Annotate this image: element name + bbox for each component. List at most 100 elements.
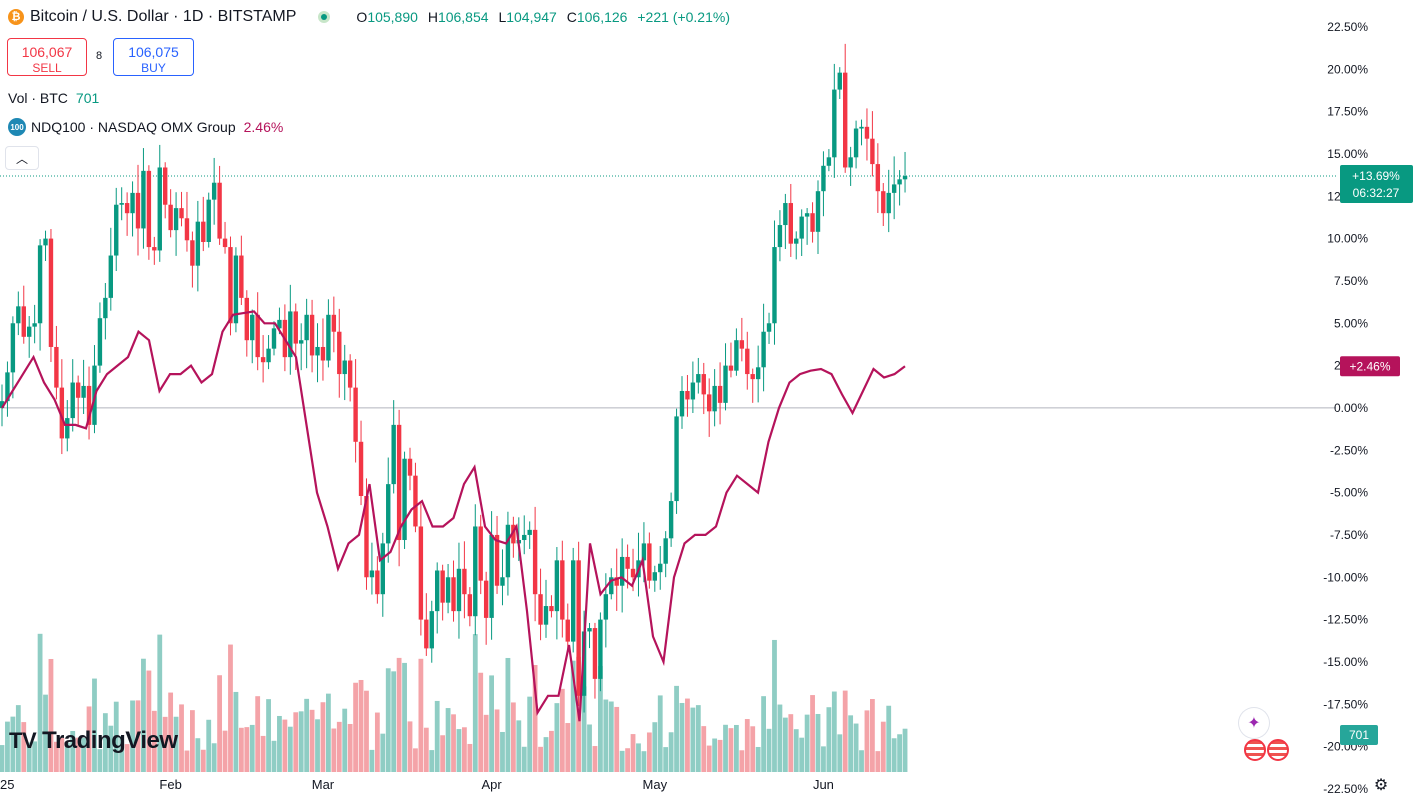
- volume-bar: [782, 717, 788, 772]
- volume-bar: [282, 719, 288, 772]
- candle-body: [27, 326, 32, 337]
- candle-body: [717, 385, 723, 403]
- volume-bar: [146, 670, 152, 772]
- volume-bar: [744, 719, 750, 772]
- candle-body: [5, 372, 10, 402]
- volume-bar: [619, 750, 625, 772]
- x-tick-label: Jun: [813, 777, 834, 792]
- candle-body: [43, 238, 48, 246]
- candle-body: [211, 182, 217, 200]
- symbol-legend[interactable]: ₿ Bitcoin / U.S. Dollar · 1D · BITSTAMP …: [8, 8, 730, 26]
- volume-legend-label: Vol · BTC: [8, 90, 68, 106]
- volume-bar: [859, 750, 864, 772]
- candle-body: [380, 543, 385, 595]
- candle-body: [494, 534, 500, 586]
- candle-body: [870, 138, 875, 165]
- candle-body: [815, 191, 821, 232]
- volume-bar: [353, 682, 358, 772]
- y-tick-label: 22.50%: [1327, 20, 1368, 34]
- volume-bar: [113, 701, 119, 772]
- candle-body: [353, 387, 358, 442]
- volume-bar: [701, 726, 707, 772]
- candle-body: [347, 360, 353, 388]
- candle-body: [728, 365, 734, 371]
- volume-bar: [674, 685, 679, 772]
- volume-bar: [445, 708, 451, 772]
- us-flag-icon[interactable]: [1267, 739, 1289, 761]
- volume-bar: [32, 741, 38, 772]
- volume-bar: [559, 688, 565, 772]
- candle-body: [663, 538, 668, 564]
- volume-bar: [608, 701, 614, 772]
- buy-button[interactable]: 106,075 BUY: [113, 38, 194, 76]
- candle-body: [152, 247, 157, 251]
- candle-body: [32, 323, 37, 327]
- sell-button[interactable]: 106,067 SELL: [7, 38, 87, 76]
- y-tick-label: 15.00%: [1327, 147, 1368, 161]
- y-tick-label: -22.50%: [1323, 782, 1368, 796]
- volume-bar: [440, 735, 446, 772]
- us-flag-icon[interactable]: [1244, 739, 1266, 761]
- volume-bar: [402, 662, 407, 772]
- candle-body: [799, 216, 804, 239]
- candle-body: [587, 628, 592, 632]
- candle-body: [500, 577, 505, 586]
- candle-body: [560, 560, 565, 620]
- tradingview-wordmark: TradingView: [42, 727, 178, 754]
- volume-bar: [706, 745, 712, 772]
- candle-body: [48, 238, 54, 347]
- volume-bar: [646, 732, 652, 772]
- symbol-title[interactable]: Bitcoin / U.S. Dollar · 1D · BITSTAMP: [30, 8, 297, 25]
- candle-body: [445, 577, 451, 603]
- market-status-icon[interactable]: [318, 11, 331, 23]
- candle-body: [755, 367, 761, 380]
- volume-bar: [119, 736, 125, 772]
- candle-body: [141, 170, 146, 229]
- candle-body: [337, 331, 342, 375]
- volume-bar: [543, 737, 549, 772]
- candle-body: [396, 424, 402, 541]
- candle-body: [288, 311, 293, 358]
- candle-body: [696, 374, 701, 383]
- compare-legend[interactable]: 100 NDQ100 · NASDAQ OMX Group 2.46%: [8, 118, 283, 136]
- volume-legend[interactable]: Vol · BTC 701: [8, 90, 99, 106]
- candle-body: [473, 526, 478, 617]
- volume-bar: [766, 728, 772, 772]
- volume-bar: [222, 730, 228, 772]
- sparkle-icon: ✦: [1247, 715, 1261, 732]
- candle-body: [777, 225, 783, 248]
- candle-body: [59, 387, 65, 439]
- settings-button[interactable]: ⚙: [1371, 775, 1391, 795]
- volume-bar: [723, 724, 728, 772]
- candle-body: [65, 418, 70, 439]
- volume-bar: [10, 716, 16, 772]
- volume-bar: [875, 751, 881, 772]
- volume-bar: [500, 731, 505, 772]
- volume-bar: [423, 727, 429, 772]
- tradingview-logo[interactable]: TV TradingView: [9, 727, 178, 755]
- volume-bar: [59, 738, 65, 772]
- volume-bar: [489, 675, 494, 772]
- volume-bar: [505, 657, 511, 772]
- volume-bar: [815, 713, 821, 772]
- candle-body: [271, 328, 277, 349]
- candle-body: [75, 382, 81, 398]
- candle-body: [119, 203, 124, 205]
- volume-bar: [315, 719, 320, 772]
- ndq-change-text: +2.46%: [1349, 359, 1390, 373]
- candle-body: [571, 560, 576, 642]
- y-tick-label: -10.00%: [1323, 570, 1368, 584]
- volume-bar: [244, 727, 250, 772]
- candle-body: [707, 394, 712, 412]
- volume-bar: [685, 698, 690, 772]
- volume-bar: [157, 634, 163, 772]
- ndq100-compare-line: [1, 310, 906, 722]
- assistant-button[interactable]: ✦: [1239, 708, 1269, 738]
- candle-body: [386, 484, 391, 544]
- volume-bar: [5, 721, 10, 772]
- collapse-legend-button[interactable]: ︿: [5, 146, 39, 170]
- candle-body: [190, 240, 195, 266]
- volume-bar: [124, 744, 130, 772]
- volume-bar: [168, 692, 174, 772]
